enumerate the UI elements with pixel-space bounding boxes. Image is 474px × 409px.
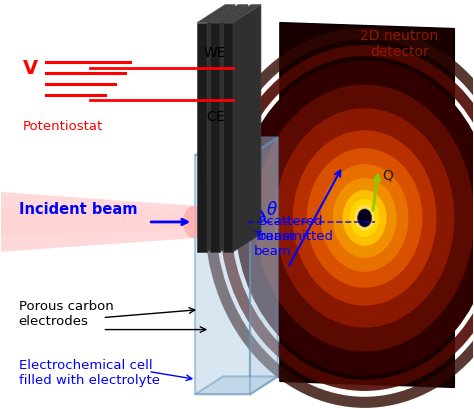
Text: Scattered
beam: Scattered beam <box>258 215 323 243</box>
Ellipse shape <box>235 61 474 375</box>
Bar <box>197 22 207 252</box>
Polygon shape <box>197 4 235 22</box>
Polygon shape <box>207 4 235 252</box>
Ellipse shape <box>307 148 422 288</box>
Ellipse shape <box>293 130 437 306</box>
Text: Transmitted
beam: Transmitted beam <box>254 230 333 258</box>
Text: Incident beam: Incident beam <box>18 202 137 217</box>
Bar <box>223 22 233 252</box>
Ellipse shape <box>362 214 368 222</box>
Polygon shape <box>0 192 198 252</box>
Text: Porous carbon
electrodes: Porous carbon electrodes <box>18 300 113 328</box>
Polygon shape <box>210 4 248 22</box>
Ellipse shape <box>275 108 455 328</box>
Ellipse shape <box>255 84 474 351</box>
Polygon shape <box>0 209 198 236</box>
Ellipse shape <box>183 206 203 238</box>
Polygon shape <box>250 137 278 394</box>
Ellipse shape <box>321 164 409 272</box>
Polygon shape <box>250 146 370 228</box>
Polygon shape <box>223 4 261 22</box>
Text: V: V <box>23 59 38 78</box>
Polygon shape <box>195 137 278 155</box>
Ellipse shape <box>355 205 374 231</box>
Polygon shape <box>220 4 248 252</box>
Text: $\theta$: $\theta$ <box>266 201 278 219</box>
Polygon shape <box>233 4 261 252</box>
Polygon shape <box>195 376 278 394</box>
Text: Potentiostat: Potentiostat <box>23 120 103 133</box>
Ellipse shape <box>333 178 397 258</box>
Text: 2D neutron
detector: 2D neutron detector <box>360 29 438 59</box>
Ellipse shape <box>358 209 372 227</box>
Ellipse shape <box>343 190 387 246</box>
Ellipse shape <box>350 199 380 237</box>
Bar <box>195 155 250 394</box>
Polygon shape <box>250 210 370 234</box>
Text: Electrochemical cell
filled with electrolyte: Electrochemical cell filled with electro… <box>18 360 160 387</box>
Text: Q: Q <box>383 168 393 182</box>
Ellipse shape <box>359 210 371 226</box>
Polygon shape <box>280 22 455 387</box>
Bar <box>210 22 220 252</box>
Text: CE: CE <box>206 110 224 124</box>
Text: WE: WE <box>204 47 226 61</box>
